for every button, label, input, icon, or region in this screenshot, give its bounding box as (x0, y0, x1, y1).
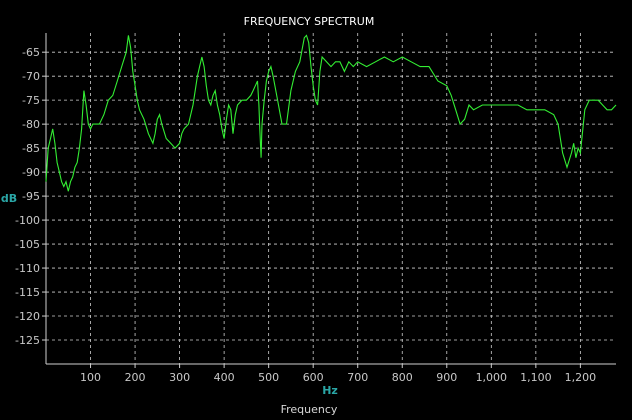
y-tick-label: -120 (15, 310, 40, 323)
y-tick-label: -110 (15, 262, 40, 275)
x-unit-label: Hz (322, 384, 338, 397)
y-unit-label: dB (1, 192, 17, 205)
y-tick-label: -85 (22, 142, 40, 155)
grid-lines (46, 33, 616, 364)
x-tick-labels: 100 200 300 400 500 600 700 800 900 1,000 1,100 1,2… (80, 371, 596, 384)
x-tick-label: 900 (436, 371, 457, 384)
x-tick-label: 800 (392, 371, 413, 384)
x-tick-label: 1,000 (476, 371, 508, 384)
y-tick-label: -100 (15, 214, 40, 227)
chart-title: FREQUENCY SPECTRUM (244, 15, 375, 28)
y-tick-label: -105 (15, 238, 40, 251)
y-tick-labels: -65 -70 -75 -80 -85 -90 -95 -100 -105 -110 -115 -12… (15, 46, 40, 347)
x-tick-label: 500 (258, 371, 279, 384)
x-tick-label: 1,100 (520, 371, 552, 384)
y-tick-label: -65 (22, 46, 40, 59)
x-tick-label: 600 (303, 371, 324, 384)
series-line-spectrum (45, 34, 617, 192)
y-tick-label: -125 (15, 334, 40, 347)
x-tick-label: 100 (80, 371, 101, 384)
x-tick-label: 700 (347, 371, 368, 384)
x-axis-label: Frequency (281, 403, 338, 416)
x-tick-label: 300 (169, 371, 190, 384)
x-tick-label: 1,200 (565, 371, 597, 384)
x-tick-label: 400 (214, 371, 235, 384)
y-tick-label: -75 (22, 94, 40, 107)
x-tick-label: 200 (125, 371, 146, 384)
y-tick-label: -90 (22, 166, 40, 179)
axes (42, 33, 616, 368)
y-tick-label: -70 (22, 70, 40, 83)
y-tick-label: -80 (22, 118, 40, 131)
y-tick-label: -95 (22, 190, 40, 203)
y-tick-label: -115 (15, 286, 40, 299)
